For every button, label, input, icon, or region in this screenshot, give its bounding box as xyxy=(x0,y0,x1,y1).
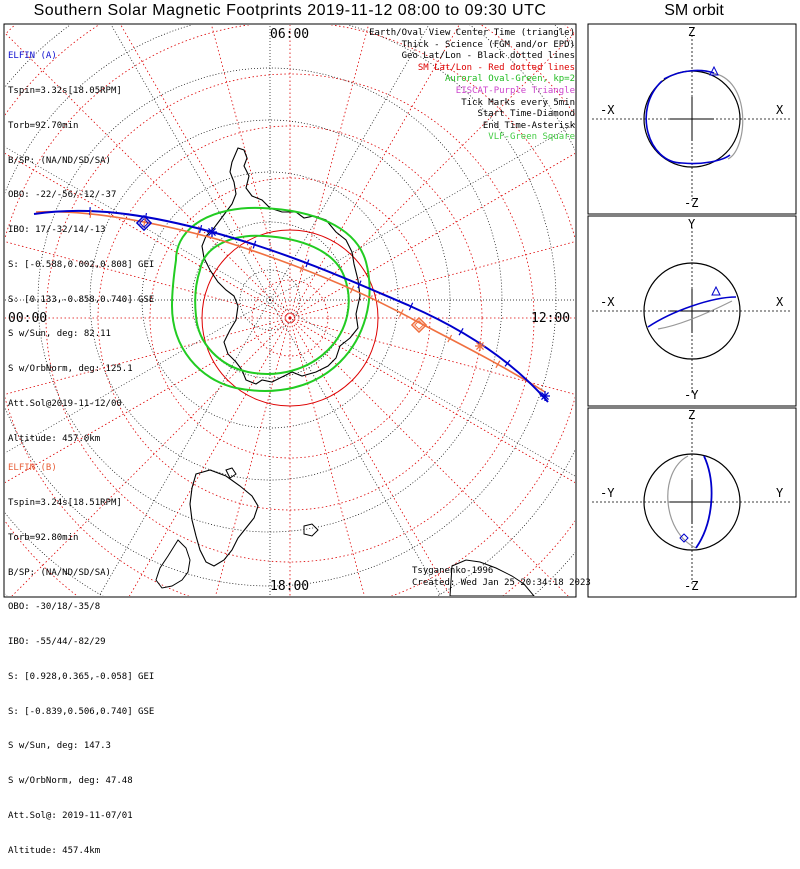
elfin-a-line: S w/OrbNorm, deg: 125.1 xyxy=(8,364,154,376)
created-credit: Created: Wed Jan 25 20:34:18 2023 xyxy=(412,578,591,590)
elfin-b-end-asterisk xyxy=(475,341,485,351)
legend-item: Tick Marks every 5min xyxy=(369,98,575,110)
legend-item: Thick - Science (FGM and/or EPD) xyxy=(369,40,575,52)
sm-longitude-line xyxy=(290,209,696,318)
sm-longitude-line xyxy=(290,318,587,600)
sm-longitude-line xyxy=(290,318,500,600)
sm-axis-label-bottom: -Y xyxy=(684,388,699,402)
legend: Earth/Oval View Center Time (triangle)Th… xyxy=(369,28,575,144)
mlt-label-top: 06:00 xyxy=(270,27,309,42)
sm-axis-label-top: Z xyxy=(688,25,695,39)
sm-longitude-line xyxy=(290,318,399,600)
elfin-a-end-asterisk xyxy=(207,227,217,237)
elfin-b-line: Tspin=3.24s[18.51RPM] xyxy=(8,498,154,510)
antarctica-coastline xyxy=(202,148,360,384)
sm-axis-label-bottom: -Z xyxy=(684,196,698,210)
sm-axis-label-left: -Y xyxy=(600,486,615,500)
elfin-b-title: ELFIN (B) xyxy=(8,463,154,475)
south-america-coastline xyxy=(190,470,258,566)
legend-item: Start Time-Diamond xyxy=(369,109,575,121)
legend-item: Earth/Oval View Center Time (triangle) xyxy=(369,28,575,40)
legend-item: SM Lat/Lon - Red dotted lines xyxy=(369,63,575,75)
sm-axis-label-right: X xyxy=(776,295,784,309)
elfin-a-line: Torb=92.70min xyxy=(8,121,154,133)
elfin-a-line: Att.Sol@2019-11-12/00 xyxy=(8,399,154,411)
legend-item: Geo Lat/Lon - Black dotted lines xyxy=(369,51,575,63)
small-island xyxy=(304,524,318,536)
elfin-a-info: ELFIN (A) Tspin=3.32s[18.05RPM] Torb=92.… xyxy=(8,28,154,457)
geo-longitude-line xyxy=(270,300,634,510)
elfin-a-line: S: [-0.588,0.002,0.808] GEI xyxy=(8,260,154,272)
legend-item: End Time-Asterisk xyxy=(369,121,575,133)
geo-longitude-line xyxy=(270,300,480,600)
model-credit: Tsyganenko-1996 xyxy=(412,566,493,578)
elfin-a-line: OBO: -22/-56/-12/-37 xyxy=(8,190,154,202)
elfin-b-line: Att.Sol@: 2019-11-07/01 xyxy=(8,811,154,823)
sm-axis-label-right: Y xyxy=(776,486,784,500)
elfin-a-title: ELFIN (A) xyxy=(8,51,154,63)
elfin-a-line: S: [0.133,-0.858,0.740] GSE xyxy=(8,295,154,307)
elfin-a-line: IBO: 17/-32/14/-13 xyxy=(8,225,154,237)
elfin-b-line: IBO: -55/44/-82/29 xyxy=(8,637,154,649)
sm-orbit-panel: Y -Y -X X xyxy=(592,217,792,402)
elfin-b-line: S: [-0.839,0.506,0.740] GSE xyxy=(8,707,154,719)
elfin-b-line: S: [0.928,0.365,-0.058] GEI xyxy=(8,672,154,684)
legend-item: VLF-Green Square xyxy=(369,132,575,144)
legend-item: Auroral Oval-Green, kp=2 xyxy=(369,74,575,86)
sm-axis-label-bottom: -Z xyxy=(684,579,698,593)
elfin-a-line: S w/Sun, deg: 82.11 xyxy=(8,329,154,341)
elfin-b-line: B/SP: (NA/ND/SD/SA) xyxy=(8,568,154,580)
elfin-b-line: Torb=92.80min xyxy=(8,533,154,545)
sm-axis-label-left: -X xyxy=(600,103,615,117)
elfin-a-line: B/SP: (NA/ND/SD/SA) xyxy=(8,156,154,168)
elfin-a-orbit xyxy=(646,81,730,164)
sm-axis-label-right: X xyxy=(776,103,784,117)
legend-item: EISCAT-Purple Triangle xyxy=(369,86,575,98)
sm-longitude-line xyxy=(181,318,290,600)
south-america-coast-2 xyxy=(156,540,190,588)
elfin-b-line: OBO: -30/18/-35/8 xyxy=(8,602,154,614)
elfin-a-marker xyxy=(540,391,550,401)
sm-axis-label-left: -X xyxy=(600,295,615,309)
sm-orbit-panel: Z -Z -Y Y xyxy=(592,408,792,593)
elfin-a-line: Tspin=3.32s[18.05RPM] xyxy=(8,86,154,98)
sm-longitude-line xyxy=(290,318,696,427)
elfin-b-line: Altitude: 457.4km xyxy=(8,846,154,858)
elfin-b-line: S w/OrbNorm, deg: 47.48 xyxy=(8,776,154,788)
sm-axis-label-top: Y xyxy=(688,217,696,231)
elfin-b-line: S w/Sun, deg: 147.3 xyxy=(8,741,154,753)
mlt-label-bottom: 18:00 xyxy=(270,579,309,594)
sm-axis-label-top: Z xyxy=(688,408,695,422)
elfin-b-info: ELFIN (B) Tspin=3.24s[18.51RPM] Torb=92.… xyxy=(8,440,154,869)
mlt-label-right: 12:00 xyxy=(531,311,570,326)
sm-orbit-panel: Z -Z -X X xyxy=(592,25,792,210)
